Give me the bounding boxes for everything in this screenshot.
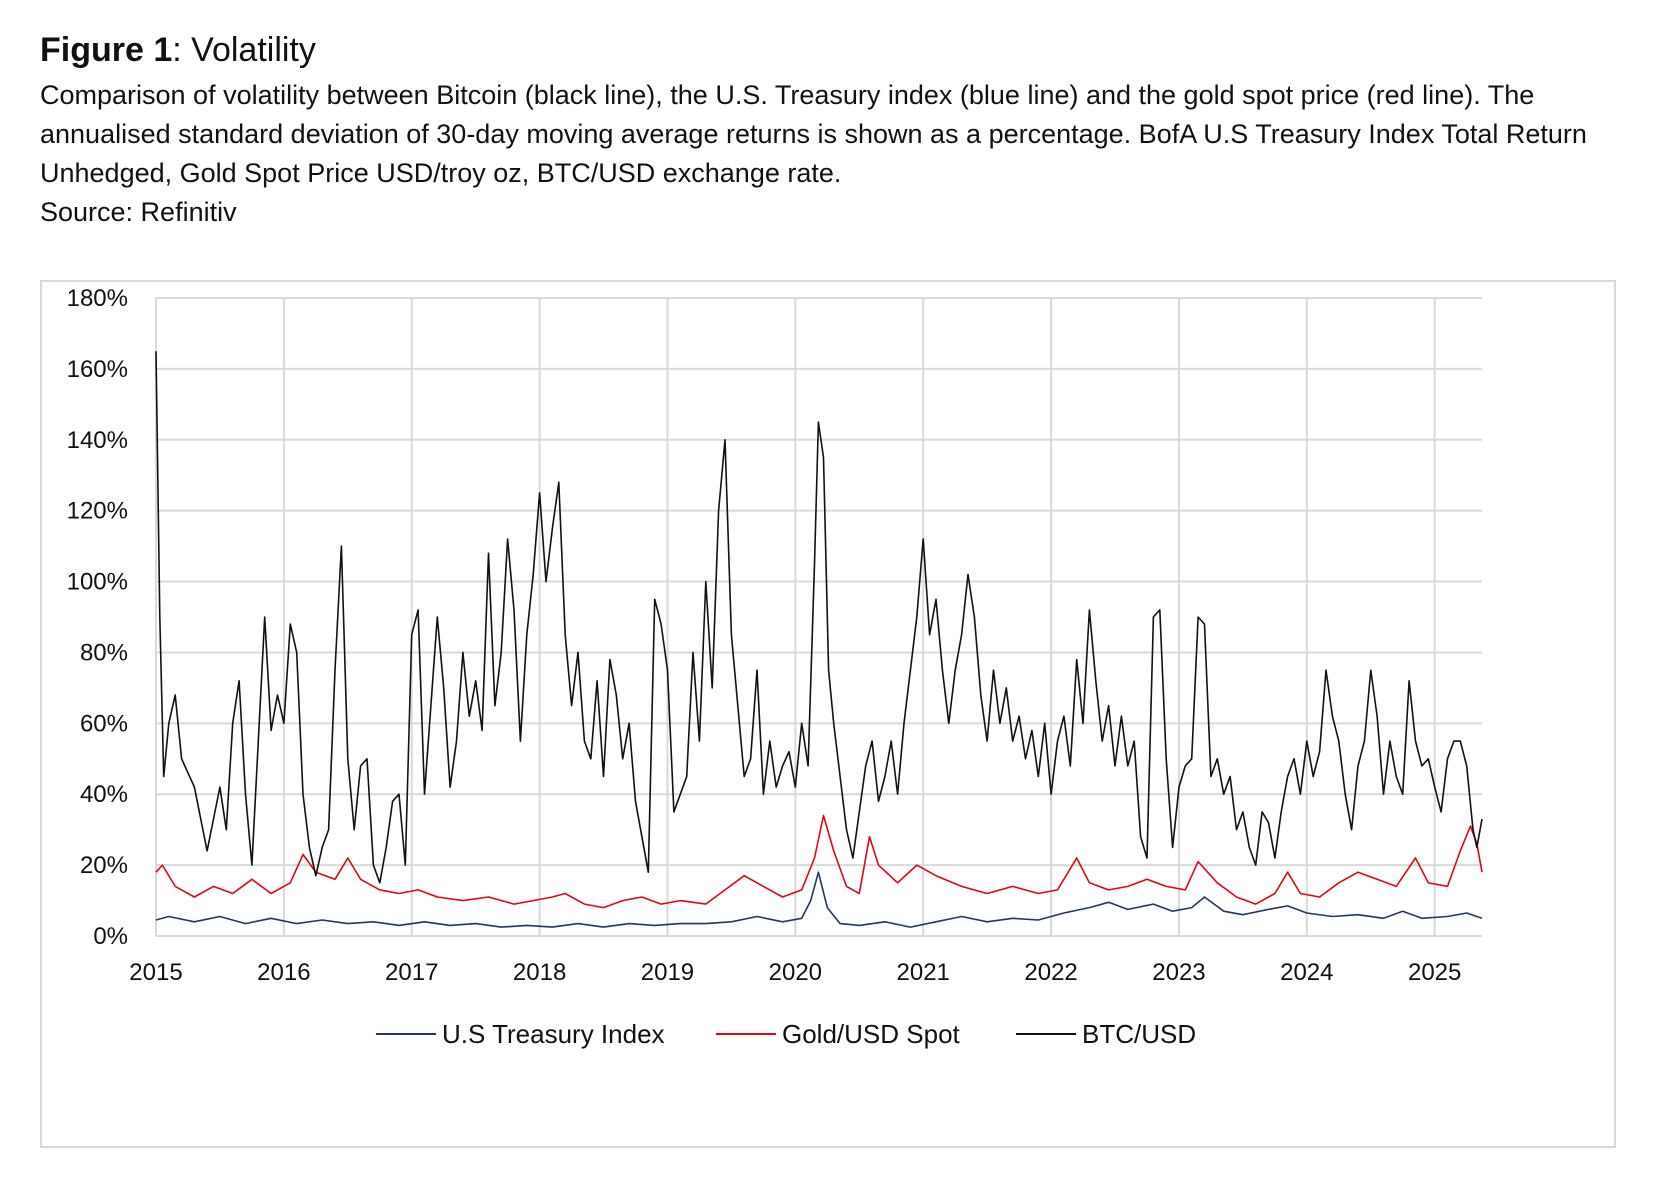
x-tick-label: 2024 xyxy=(1280,959,1333,986)
x-tick-label: 2022 xyxy=(1024,959,1077,986)
x-tick-label: 2020 xyxy=(769,959,822,986)
x-tick-label: 2015 xyxy=(129,959,182,986)
y-axis-ticks: 0% 20% 40% 60% 80% 100% 120% 140% 160% 180% xyxy=(67,285,128,950)
legend-label-gold-usd-spot: Gold/USD Spot xyxy=(782,1019,961,1049)
y-tick-label: 60% xyxy=(80,710,128,737)
legend-label-btc-usd: BTC/USD xyxy=(1082,1019,1196,1049)
figure-caption: Comparison of volatility between Bitcoin… xyxy=(40,80,1587,188)
y-tick-label: 140% xyxy=(67,427,128,454)
series-line-gold-usd-spot xyxy=(155,814,1483,909)
x-axis-ticks: 2015 2016 2017 2018 2019 2020 2021 2022 2023 2024… xyxy=(129,959,1461,986)
y-tick-label: 40% xyxy=(80,781,128,808)
y-tick-label: 120% xyxy=(67,498,128,525)
chart-frame: 0% 20% 40% 60% 80% 100% 120% 140% 160% 180% 2015 2… xyxy=(40,280,1616,1148)
x-tick-label: 2016 xyxy=(257,959,310,986)
x-tick-label: 2023 xyxy=(1152,959,1205,986)
y-tick-label: 80% xyxy=(80,639,128,666)
x-tick-label: 2019 xyxy=(641,959,694,986)
y-tick-label: 100% xyxy=(67,569,128,596)
series-lines xyxy=(155,351,1483,928)
legend-label-u-s-treasury-index: U.S Treasury Index xyxy=(442,1019,665,1049)
figure-title: Figure 1: Volatility xyxy=(40,28,1620,72)
y-tick-label: 0% xyxy=(93,923,128,950)
y-tick-label: 20% xyxy=(80,852,128,879)
x-tick-label: 2018 xyxy=(513,959,566,986)
y-tick-label: 180% xyxy=(67,285,128,312)
y-tick-label: 160% xyxy=(67,356,128,383)
legend: U.S Treasury Index Gold/USD Spot BTC/USD xyxy=(376,1019,1196,1049)
figure-source: Source: Refinitiv xyxy=(40,197,237,227)
figure-header: Figure 1: Volatility Comparison of volat… xyxy=(40,28,1620,232)
figure-number: Figure 1 xyxy=(40,31,173,69)
figure-title-text: : Volatility xyxy=(172,31,316,69)
volatility-line-chart: 0%20%40%60%80%100%120%140%160%180% 2015 2… xyxy=(67,285,1483,1049)
x-tick-label: 2025 xyxy=(1408,959,1461,986)
x-tick-label: 2017 xyxy=(385,959,438,986)
series-line-u-s-treasury-index xyxy=(155,871,1483,928)
x-tick-label: 2021 xyxy=(897,959,950,986)
series-line-btc-usd xyxy=(155,351,1483,884)
